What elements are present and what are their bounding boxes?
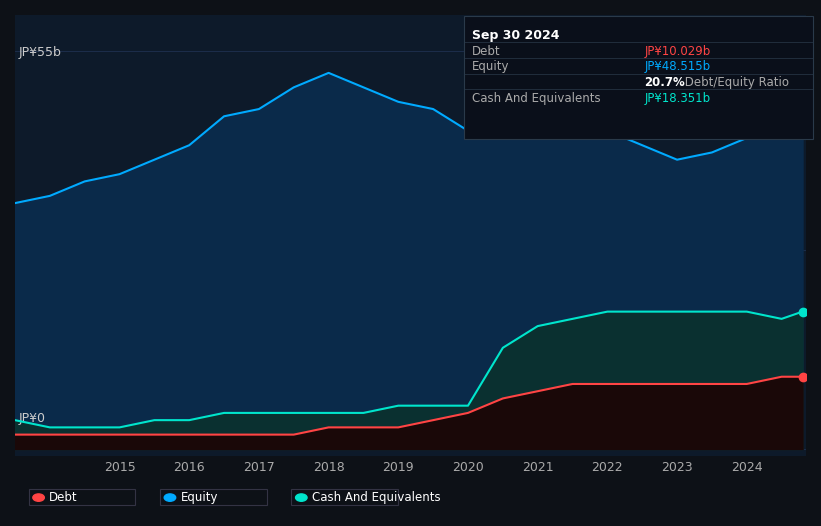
Text: Sep 30 2024: Sep 30 2024 <box>472 29 560 42</box>
Text: Debt/Equity Ratio: Debt/Equity Ratio <box>681 76 790 89</box>
Text: JP¥18.351b: JP¥18.351b <box>644 92 711 105</box>
Text: Cash And Equivalents: Cash And Equivalents <box>472 92 601 105</box>
Text: Debt: Debt <box>472 45 501 58</box>
Text: Equity: Equity <box>181 491 218 504</box>
Text: 20.7%: 20.7% <box>644 76 686 89</box>
Text: JP¥10.029b: JP¥10.029b <box>644 45 711 58</box>
Text: JP¥55b: JP¥55b <box>19 46 62 59</box>
Text: Debt: Debt <box>49 491 78 504</box>
Text: Equity: Equity <box>472 60 510 74</box>
Text: JP¥48.515b: JP¥48.515b <box>644 60 711 74</box>
Text: Cash And Equivalents: Cash And Equivalents <box>312 491 441 504</box>
Text: JP¥0: JP¥0 <box>19 412 46 426</box>
